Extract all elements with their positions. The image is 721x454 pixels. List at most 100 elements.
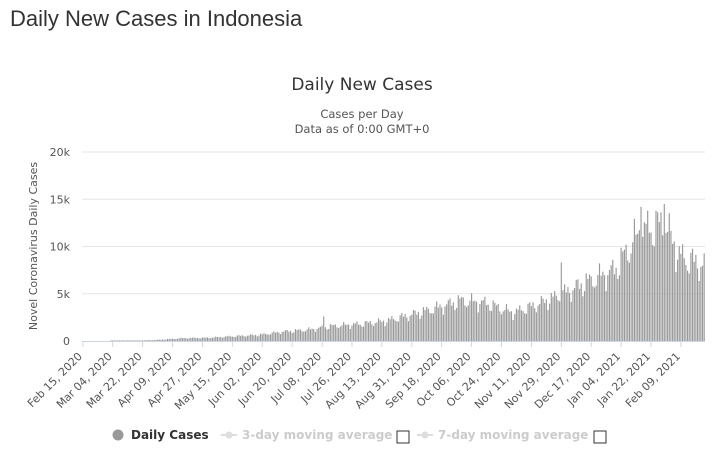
bar bbox=[559, 301, 561, 341]
bar bbox=[299, 329, 302, 341]
bar bbox=[371, 324, 373, 341]
bar bbox=[291, 333, 293, 341]
bar bbox=[683, 258, 685, 341]
bar bbox=[585, 273, 587, 341]
bar bbox=[366, 321, 368, 341]
bar bbox=[158, 339, 160, 341]
bar bbox=[303, 331, 305, 341]
bar bbox=[583, 291, 586, 341]
bar bbox=[560, 262, 562, 341]
bar bbox=[527, 303, 529, 341]
y-axis-label: Novel Coronavirus Daily Cases bbox=[27, 162, 40, 330]
bar bbox=[240, 335, 242, 341]
bar bbox=[549, 303, 551, 341]
bar bbox=[592, 286, 594, 341]
bar bbox=[289, 330, 292, 341]
bar bbox=[336, 327, 338, 341]
bar bbox=[137, 340, 139, 341]
bar bbox=[263, 333, 265, 341]
bar bbox=[368, 322, 370, 341]
bar bbox=[306, 329, 308, 341]
bar bbox=[575, 279, 577, 341]
bar bbox=[446, 304, 448, 341]
bar bbox=[168, 338, 170, 341]
bar bbox=[431, 313, 433, 341]
bar bbox=[494, 302, 496, 341]
bar bbox=[130, 340, 132, 341]
bar bbox=[539, 304, 541, 341]
bar bbox=[507, 309, 509, 341]
bar bbox=[495, 305, 498, 341]
bar bbox=[236, 335, 238, 341]
bar bbox=[487, 304, 489, 341]
chart-subtitle-line-2: Data as of 0:00 GMT+0 bbox=[295, 122, 430, 136]
bar bbox=[329, 324, 331, 341]
bar bbox=[422, 307, 424, 341]
bar bbox=[562, 290, 564, 341]
bar bbox=[447, 300, 449, 341]
bar bbox=[574, 287, 576, 341]
bar bbox=[612, 259, 614, 341]
bar bbox=[125, 340, 127, 341]
bar bbox=[696, 268, 699, 341]
bar bbox=[665, 233, 667, 341]
bar bbox=[608, 269, 611, 341]
bar bbox=[348, 324, 350, 341]
bar bbox=[555, 295, 557, 341]
bar bbox=[200, 338, 202, 341]
bar bbox=[613, 274, 616, 341]
bar bbox=[557, 300, 559, 341]
bar bbox=[677, 259, 679, 341]
legend-checkbox[interactable] bbox=[396, 430, 410, 444]
bar bbox=[632, 242, 634, 341]
legend-item[interactable]: 3-day moving average bbox=[221, 428, 392, 442]
bar bbox=[673, 241, 675, 341]
bar bbox=[241, 335, 243, 341]
bar bbox=[512, 320, 514, 341]
bar bbox=[645, 223, 647, 341]
chart-title: Daily New Cases bbox=[291, 75, 433, 95]
legend-label: 7-day moving average bbox=[438, 428, 588, 442]
bar bbox=[404, 313, 406, 341]
bar bbox=[356, 321, 358, 341]
bar bbox=[349, 328, 351, 341]
bar bbox=[372, 326, 375, 341]
bar bbox=[672, 243, 674, 341]
bar bbox=[532, 302, 534, 341]
bar bbox=[407, 321, 410, 341]
bar bbox=[304, 331, 307, 341]
legend-item[interactable]: 7-day moving average bbox=[417, 428, 588, 442]
y-tick-label: 5k bbox=[57, 288, 71, 301]
bar bbox=[258, 335, 260, 341]
bar bbox=[363, 326, 365, 341]
bar bbox=[514, 314, 516, 341]
bar bbox=[520, 310, 522, 341]
bar bbox=[351, 325, 353, 341]
legend-item[interactable]: Daily Cases bbox=[112, 428, 209, 442]
bar bbox=[122, 340, 124, 341]
bar bbox=[701, 265, 704, 341]
bar bbox=[223, 337, 225, 341]
bar bbox=[238, 335, 240, 341]
bar bbox=[145, 340, 147, 341]
bar bbox=[278, 332, 280, 341]
bar bbox=[333, 325, 335, 341]
bar bbox=[479, 304, 481, 341]
bar bbox=[260, 333, 262, 341]
bar bbox=[353, 323, 355, 341]
bar bbox=[414, 310, 416, 341]
bar bbox=[117, 340, 119, 341]
bar bbox=[542, 298, 544, 341]
bar bbox=[412, 309, 415, 341]
bar bbox=[437, 307, 439, 341]
bar bbox=[271, 332, 273, 341]
bar bbox=[633, 218, 635, 341]
bar bbox=[231, 336, 233, 341]
legend-checkbox[interactable] bbox=[593, 430, 607, 444]
bar bbox=[402, 316, 405, 341]
bar bbox=[338, 328, 340, 341]
bar bbox=[703, 253, 705, 341]
bar bbox=[152, 340, 154, 341]
bar bbox=[472, 301, 474, 341]
bar bbox=[426, 306, 428, 341]
